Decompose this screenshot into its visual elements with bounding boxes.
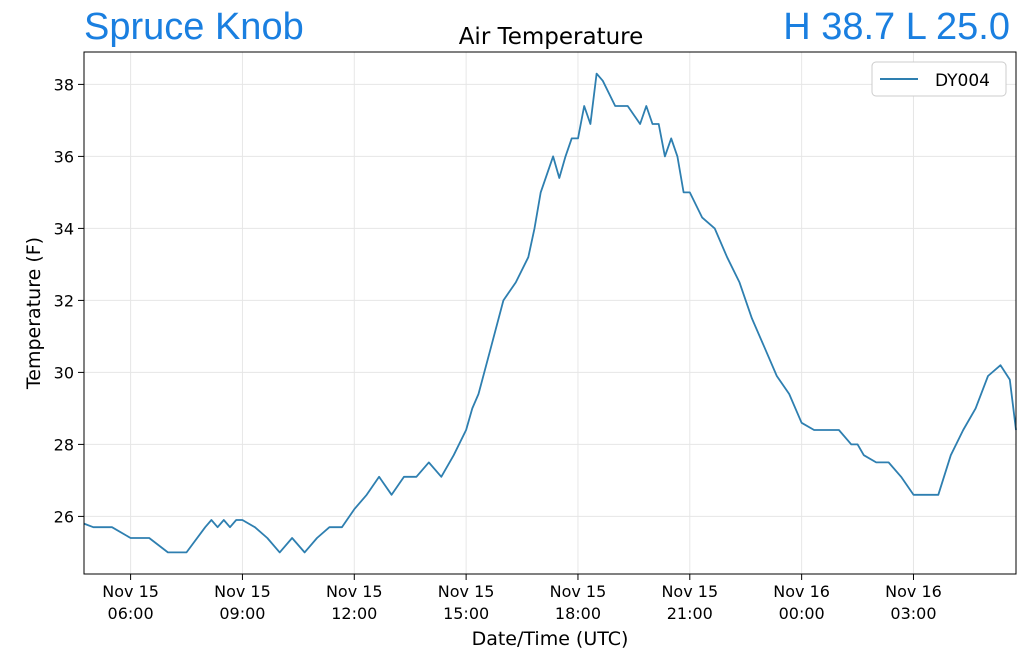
high-value: 38.7 xyxy=(821,6,896,48)
x-tick-label-date: Nov 15 xyxy=(326,582,383,601)
y-tick-label: 38 xyxy=(54,75,74,94)
chart-title: Air Temperature xyxy=(459,24,644,50)
y-axis-label: Temperature (F) xyxy=(23,237,45,390)
x-tick-label-time: 00:00 xyxy=(779,604,825,623)
x-tick-label-date: Nov 16 xyxy=(885,582,942,601)
x-axis: Nov 15 06:00 Nov 15 09:00 Nov 15 12:00 Nov 15 1… xyxy=(102,574,942,623)
x-tick-label-time: 03:00 xyxy=(890,604,936,623)
x-tick-label-date: Nov 15 xyxy=(102,582,159,601)
x-tick-label-time: 12:00 xyxy=(331,604,377,623)
x-tick-label-date: Nov 16 xyxy=(773,582,830,601)
y-tick-label: 36 xyxy=(54,147,74,166)
x-tick-label-time: 15:00 xyxy=(443,604,489,623)
x-tick-label-date: Nov 15 xyxy=(214,582,271,601)
high-low-readout: H 38.7 L 25.0 xyxy=(783,4,1010,50)
x-tick-label-date: Nov 15 xyxy=(438,582,495,601)
low-label: L xyxy=(905,6,926,48)
high-label: H xyxy=(783,6,811,48)
y-axis: 26 28 30 32 34 36 38 xyxy=(54,75,84,526)
x-tick-label-time: 18:00 xyxy=(555,604,601,623)
low-value: 25.0 xyxy=(936,6,1010,48)
legend-label: DY004 xyxy=(935,71,990,91)
x-axis-label: Date/Time (UTC) xyxy=(472,628,629,650)
x-tick-label-time: 09:00 xyxy=(219,604,265,623)
plot-frame xyxy=(83,51,1017,575)
y-tick-label: 26 xyxy=(54,507,74,526)
y-tick-label: 30 xyxy=(54,363,74,382)
legend: DY004 xyxy=(871,61,1007,97)
series-line-dy004 xyxy=(83,72,1017,554)
grid xyxy=(84,52,1016,574)
x-tick-label-date: Nov 15 xyxy=(661,582,718,601)
x-tick-label-time: 21:00 xyxy=(667,604,713,623)
y-tick-label: 32 xyxy=(54,291,74,310)
y-tick-label: 34 xyxy=(54,219,74,238)
x-tick-label-date: Nov 15 xyxy=(550,582,607,601)
station-name: Spruce Knob xyxy=(84,6,304,48)
legend-box xyxy=(871,61,1007,97)
y-tick-label: 28 xyxy=(54,435,74,454)
x-tick-label-time: 06:00 xyxy=(108,604,154,623)
